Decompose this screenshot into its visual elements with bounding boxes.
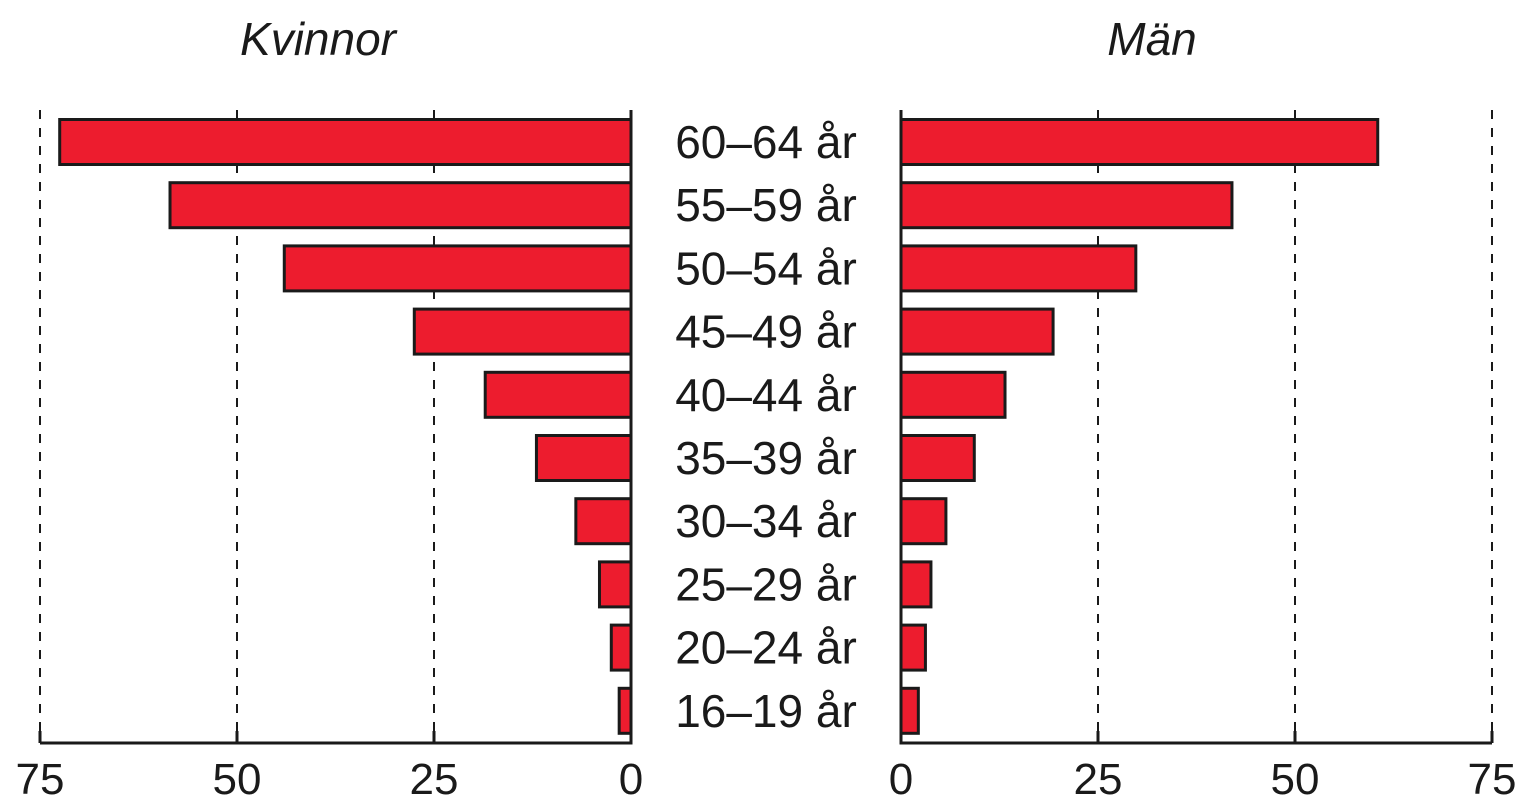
bar-kvinnor-9 — [617, 686, 633, 735]
age-label-2: 50–54 år — [675, 242, 857, 294]
bar-kvinnor-7 — [597, 560, 633, 609]
tick-label-left-1: 50 — [213, 755, 262, 799]
tick-label-left-3: 0 — [619, 755, 643, 799]
age-label-1: 55–59 år — [675, 179, 857, 231]
bar-man-4 — [899, 370, 1007, 419]
age-label-5: 35–39 år — [675, 432, 857, 484]
tick-label-right-2: 50 — [1271, 755, 1320, 799]
labels: 60–64 år 55–59 år 50–54 år 45–49 år 40–44 år… — [16, 116, 1517, 799]
age-label-7: 25–29 år — [675, 558, 857, 610]
bar-man-3 — [899, 307, 1055, 356]
bar-man-9 — [899, 686, 920, 735]
age-label-4: 40–44 år — [675, 369, 857, 421]
bar-kvinnor-6 — [574, 497, 633, 546]
tick-label-left-2: 25 — [410, 755, 459, 799]
grid-lines — [39, 110, 1493, 743]
bar-kvinnor-0 — [58, 118, 633, 166]
bar-man-7 — [899, 560, 933, 609]
bar-man-2 — [899, 244, 1138, 293]
tick-label-right-0: 0 — [889, 755, 913, 799]
axes — [38, 110, 1494, 745]
age-label-3: 45–49 år — [675, 306, 857, 358]
age-label-8: 20–24 år — [675, 622, 857, 674]
age-label-6: 30–34 år — [675, 495, 857, 547]
bar-kvinnor-3 — [412, 307, 633, 356]
bar-man-0 — [899, 118, 1380, 166]
age-label-0: 60–64 år — [675, 116, 857, 168]
bar-kvinnor-8 — [609, 623, 633, 672]
bar-man-8 — [899, 623, 927, 672]
bar-man-5 — [899, 434, 976, 482]
tick-label-right-3: 75 — [1468, 755, 1517, 799]
tick-label-right-1: 25 — [1074, 755, 1123, 799]
bar-kvinnor-1 — [168, 181, 633, 230]
bar-kvinnor-5 — [534, 434, 633, 482]
bar-kvinnor-4 — [483, 370, 633, 419]
bar-kvinnor-2 — [282, 244, 633, 293]
bar-man-1 — [899, 181, 1234, 230]
panel-title-man: Män — [1107, 13, 1196, 65]
age-label-9: 16–19 år — [675, 685, 857, 737]
bar-man-6 — [899, 497, 948, 546]
panel-title-kvinnor: Kvinnor — [240, 13, 398, 65]
tick-label-left-0: 75 — [16, 755, 65, 799]
